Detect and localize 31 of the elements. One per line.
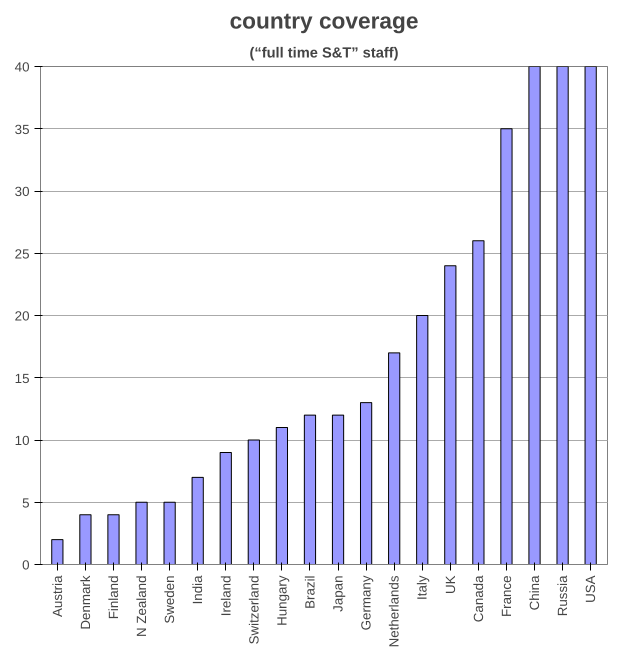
x-tick-label: Hungary	[274, 575, 290, 626]
x-tick-label: Netherlands	[386, 575, 402, 648]
chart-subtitle: (“full time S&T” staff)	[250, 46, 399, 62]
y-tick-label: 40	[14, 60, 30, 74]
x-tick-label: France	[498, 575, 514, 617]
x-tick-label: Russia	[555, 574, 570, 616]
x-tick-label: USA	[583, 575, 598, 603]
x-tick-label: Canada	[470, 574, 486, 622]
x-tick-label: Germany	[358, 575, 374, 630]
x-tick-label: Finland	[106, 575, 121, 620]
x-tick-label: Switzerland	[246, 575, 262, 644]
y-tick-label: 5	[22, 495, 30, 510]
x-tick-label: Italy	[414, 575, 430, 600]
x-tick-label: Japan	[330, 575, 346, 612]
x-tick-label: N Zealand	[134, 575, 150, 637]
x-tick-label: Ireland	[218, 575, 234, 616]
y-tick-label: 35	[14, 122, 30, 137]
y-tick-label: 10	[14, 433, 30, 448]
x-tick-label: China	[527, 574, 542, 610]
y-tick-label: 25	[14, 246, 30, 262]
x-tick-label: Brazil	[302, 575, 318, 609]
x-tick-label: Sweden	[162, 575, 178, 624]
x-tick-label: UK	[442, 575, 458, 594]
y-tick-label: 30	[14, 184, 30, 199]
y-tick-label: 20	[14, 308, 30, 324]
chart-title: country coverage	[230, 8, 418, 34]
x-tick-label: India	[190, 574, 206, 604]
y-tick-label: 15	[14, 370, 30, 386]
x-tick-label: Denmark	[78, 575, 93, 630]
x-tick-label: Austria	[50, 574, 65, 617]
y-tick-label: 0	[22, 558, 30, 572]
